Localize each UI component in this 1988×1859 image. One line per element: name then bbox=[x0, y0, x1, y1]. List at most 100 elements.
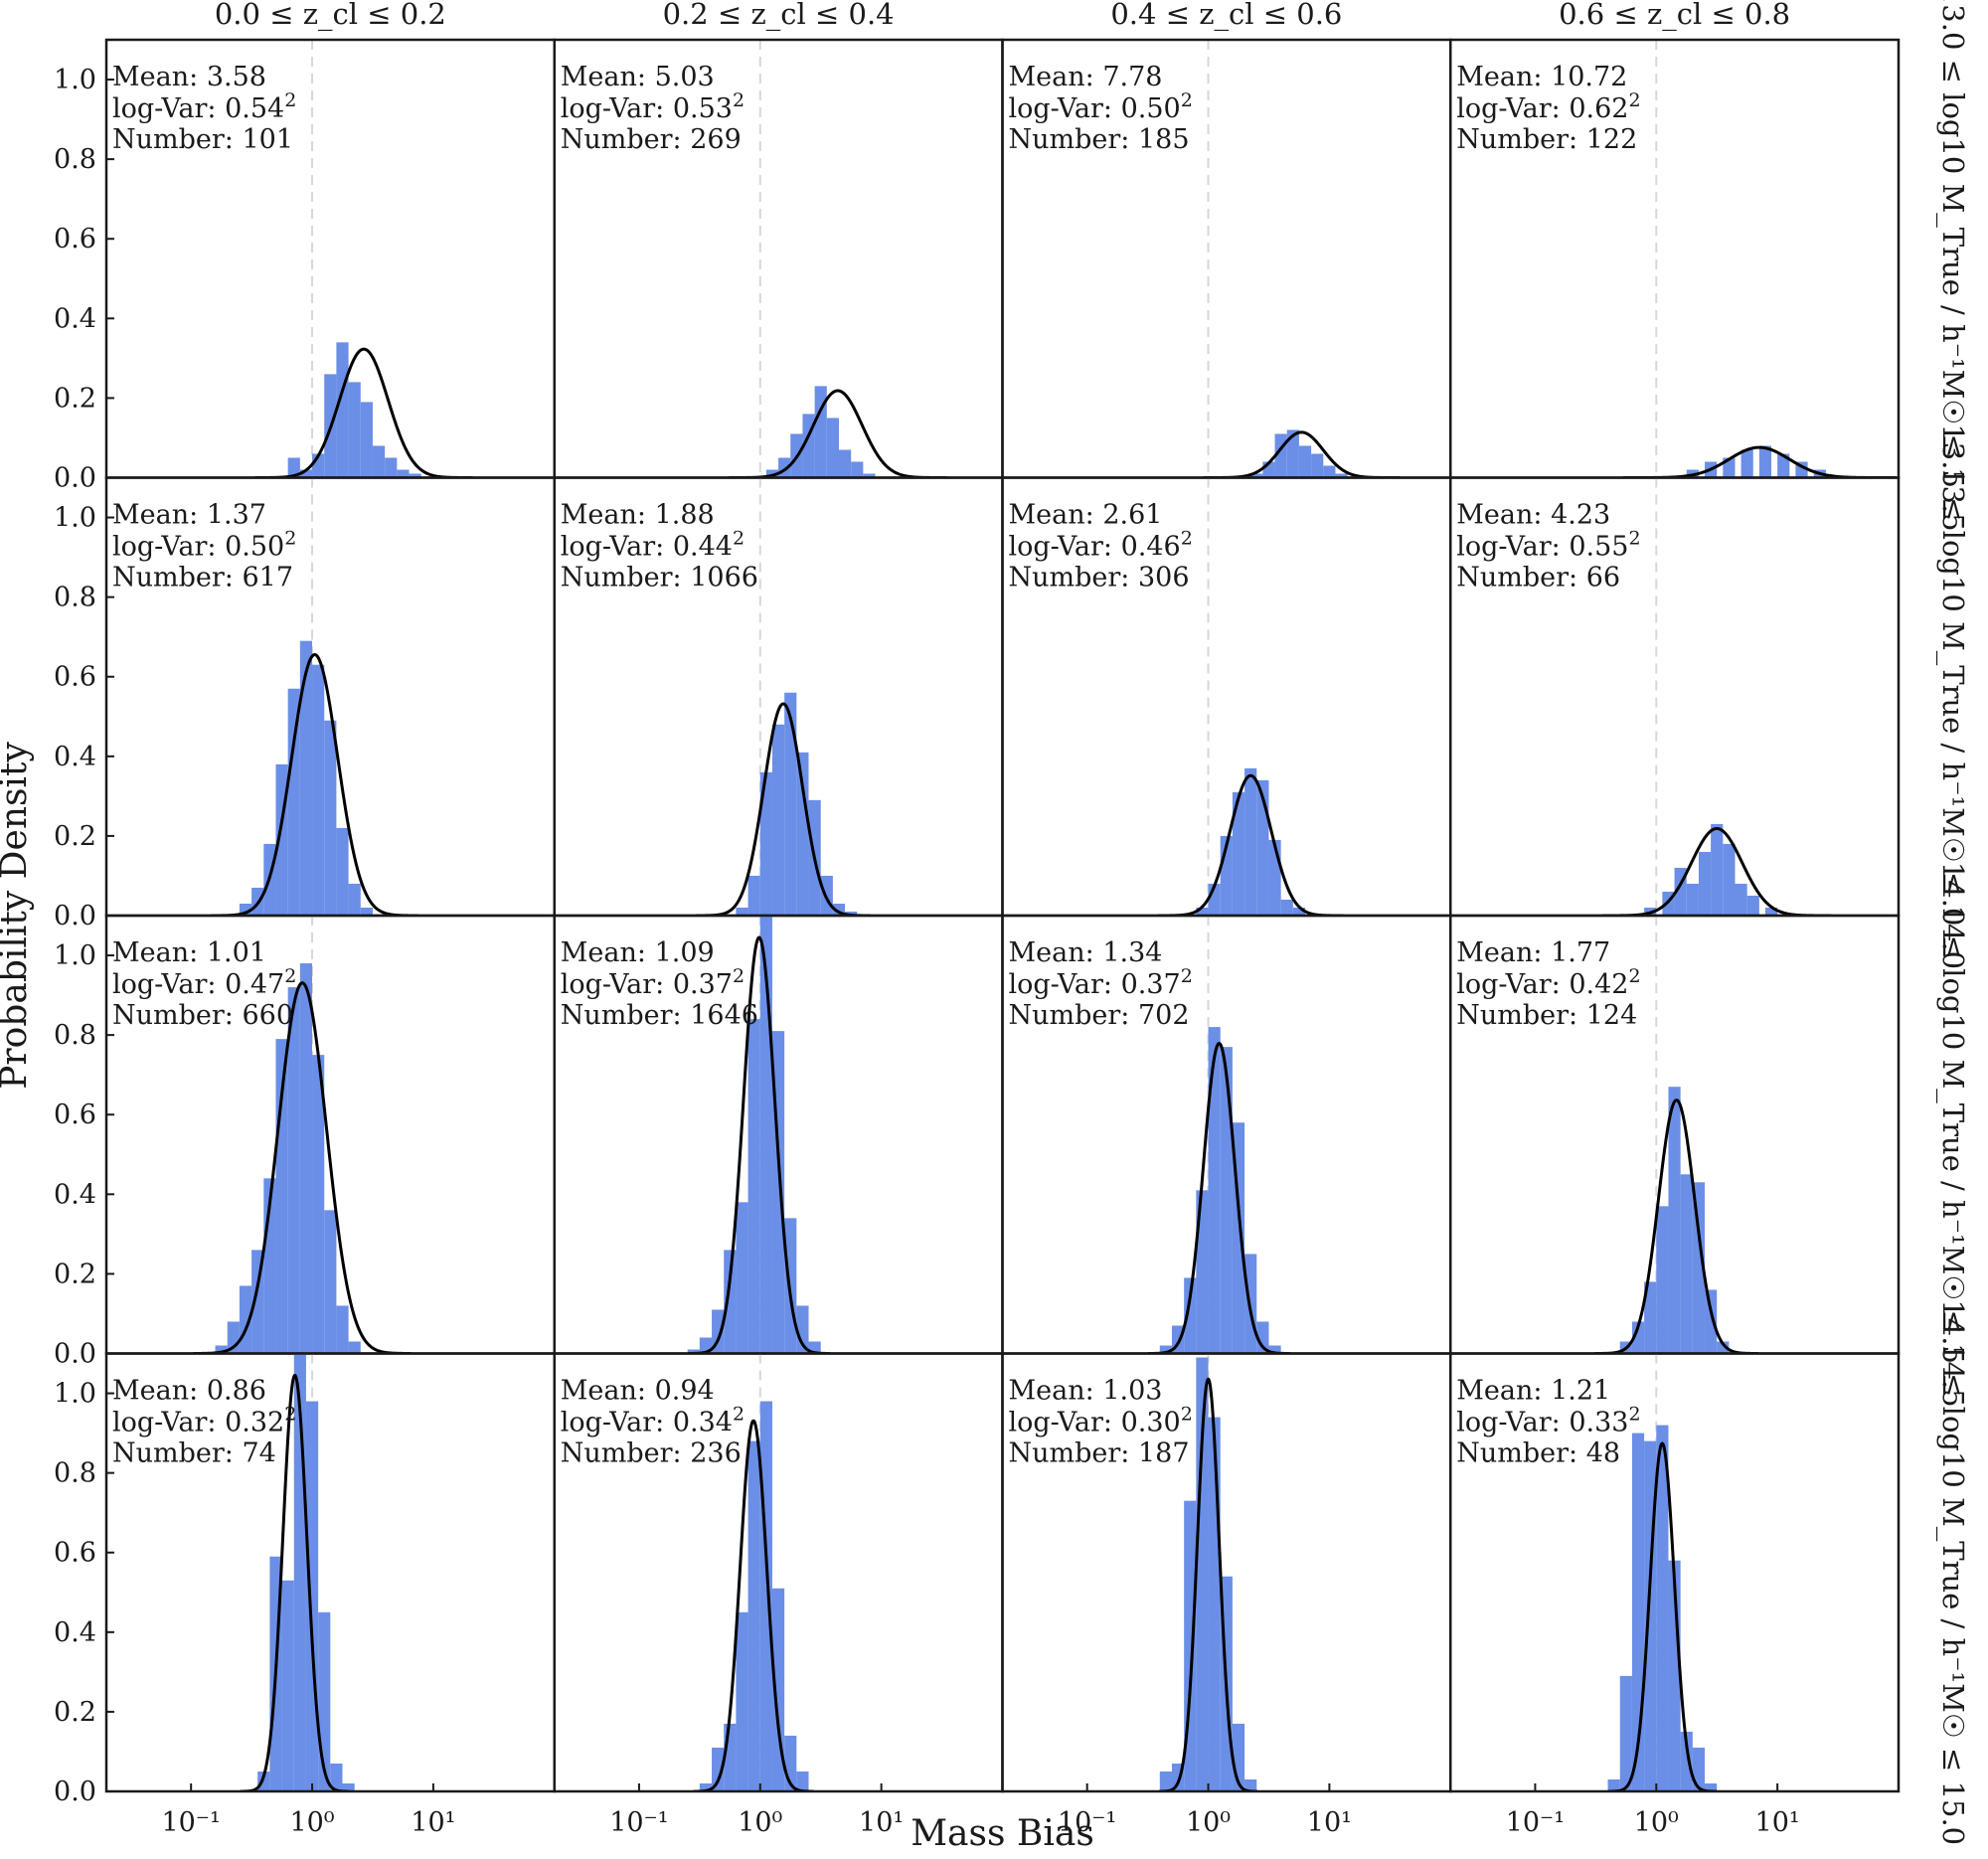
y-tick-label: 0.2 bbox=[54, 1697, 96, 1728]
stat-mean: Mean: 1.88 bbox=[561, 500, 715, 531]
histogram-bar bbox=[1619, 1675, 1632, 1791]
histogram-bar bbox=[1196, 907, 1209, 916]
histogram-bar bbox=[1286, 429, 1299, 478]
histogram-bar bbox=[1692, 1182, 1706, 1354]
histogram-bar bbox=[1758, 445, 1772, 478]
histogram-bar bbox=[342, 1782, 355, 1791]
histogram-bar bbox=[312, 664, 325, 916]
stat-logvar: log-Var: 0.342 bbox=[561, 1404, 745, 1438]
stat-mean: Mean: 1.09 bbox=[561, 937, 715, 968]
histogram-bar bbox=[699, 1782, 713, 1791]
y-tick-label: 0.0 bbox=[54, 1339, 96, 1370]
stat-number: Number: 185 bbox=[1009, 124, 1190, 155]
histogram-bar bbox=[1644, 1281, 1657, 1354]
histogram-bar bbox=[765, 469, 779, 478]
histogram-bar bbox=[1323, 465, 1336, 478]
stat-number: Number: 1066 bbox=[561, 563, 758, 593]
histogram-bar bbox=[1268, 1345, 1281, 1354]
histogram-bar bbox=[1735, 883, 1747, 916]
stat-mean: Mean: 1.21 bbox=[1456, 1376, 1610, 1407]
histogram-bar bbox=[1220, 1047, 1233, 1354]
x-tick-label: 10¹ bbox=[859, 1807, 904, 1838]
histogram-bar bbox=[1668, 1087, 1681, 1354]
histogram-bar bbox=[1196, 1357, 1209, 1791]
x-tick-label: 10¹ bbox=[411, 1807, 455, 1838]
y-tick-label: 1.0 bbox=[54, 1379, 96, 1410]
histogram-bar bbox=[360, 907, 373, 916]
stat-mean: Mean: 7.78 bbox=[1009, 62, 1163, 92]
x-tick-label: 10⁰ bbox=[289, 1807, 334, 1838]
y-tick-label: 0.8 bbox=[54, 1458, 96, 1489]
stat-mean: Mean: 1.77 bbox=[1456, 937, 1610, 968]
histogram-bar bbox=[736, 1202, 748, 1354]
histogram-bar bbox=[747, 875, 760, 916]
y-tick-label: 0.8 bbox=[54, 1020, 96, 1051]
y-tick-label: 1.0 bbox=[54, 65, 96, 95]
stat-mean: Mean: 0.94 bbox=[561, 1376, 715, 1407]
y-tick-label: 0.6 bbox=[54, 1538, 96, 1569]
stat-logvar: log-Var: 0.322 bbox=[112, 1404, 296, 1438]
histogram-bar bbox=[336, 827, 349, 916]
fit-curve bbox=[693, 1419, 814, 1791]
histogram-bar bbox=[1232, 791, 1245, 916]
histogram-bar bbox=[287, 987, 300, 1354]
y-tick-label: 0.8 bbox=[54, 583, 96, 613]
y-tick-label: 1.0 bbox=[54, 940, 96, 971]
stat-mean: Mean: 10.72 bbox=[1456, 62, 1627, 92]
histogram-bar bbox=[747, 1440, 760, 1791]
histogram-bar bbox=[796, 752, 809, 916]
stat-number: Number: 236 bbox=[561, 1438, 742, 1469]
stat-mean: Mean: 1.34 bbox=[1009, 937, 1163, 968]
histogram-bar bbox=[1298, 445, 1312, 478]
histogram-bar bbox=[1607, 1778, 1620, 1791]
histogram-bar bbox=[372, 445, 386, 478]
histogram-bar bbox=[360, 402, 373, 478]
stat-mean: Mean: 0.86 bbox=[112, 1376, 266, 1407]
histogram-bar bbox=[330, 1763, 343, 1791]
stat-number: Number: 124 bbox=[1456, 1000, 1637, 1031]
histogram-bar bbox=[724, 1250, 737, 1354]
y-tick-label: 0.4 bbox=[54, 742, 96, 772]
histogram-bar bbox=[1184, 1277, 1197, 1354]
histogram-bar bbox=[287, 457, 300, 478]
histogram-bar bbox=[1746, 895, 1759, 916]
stat-number: Number: 187 bbox=[1009, 1438, 1190, 1469]
x-axis-title: Mass Bias bbox=[911, 1813, 1094, 1854]
histogram-bar bbox=[1692, 1747, 1706, 1791]
histogram-bar bbox=[385, 457, 398, 478]
stat-logvar: log-Var: 0.302 bbox=[1009, 1404, 1193, 1438]
x-tick-label: 10⁻¹ bbox=[1506, 1807, 1565, 1838]
fit-curve bbox=[240, 1373, 350, 1791]
histogram-bar bbox=[712, 1309, 725, 1354]
stat-number: Number: 122 bbox=[1456, 124, 1637, 155]
stat-number: Number: 702 bbox=[1009, 1000, 1190, 1031]
histogram-bar bbox=[1711, 823, 1724, 916]
y-tick-label: 0.6 bbox=[54, 1099, 96, 1130]
histogram-bar bbox=[409, 473, 421, 478]
histogram-bar bbox=[1656, 1206, 1669, 1354]
histogram-bar bbox=[348, 1341, 361, 1354]
histogram-bar bbox=[281, 1580, 294, 1791]
stat-logvar: log-Var: 0.372 bbox=[1009, 965, 1193, 1000]
y-axis-title: Probability Density bbox=[0, 742, 35, 1090]
y-tick-label: 0.2 bbox=[54, 1259, 96, 1289]
fit-curve bbox=[1607, 1441, 1718, 1791]
histogram-bar bbox=[712, 1747, 725, 1791]
histogram-bar bbox=[1723, 843, 1736, 916]
histogram-bar bbox=[1686, 883, 1699, 916]
histogram-bar bbox=[1680, 1731, 1693, 1791]
y-tick-label: 0.2 bbox=[54, 383, 96, 414]
stat-number: Number: 306 bbox=[1009, 563, 1190, 593]
column-title: 0.2 ≤ z_cl ≤ 0.4 bbox=[663, 0, 895, 32]
histogram-bar bbox=[1717, 1341, 1730, 1354]
row-label: 13.5 ≤ log10 M_True / h⁻¹M☉ ≤ 14.0 bbox=[1935, 423, 1970, 969]
histogram-bar bbox=[397, 469, 410, 478]
stat-logvar: log-Var: 0.502 bbox=[112, 528, 296, 563]
histogram-bar bbox=[1208, 1027, 1221, 1354]
y-tick-label: 0.4 bbox=[54, 1179, 96, 1210]
